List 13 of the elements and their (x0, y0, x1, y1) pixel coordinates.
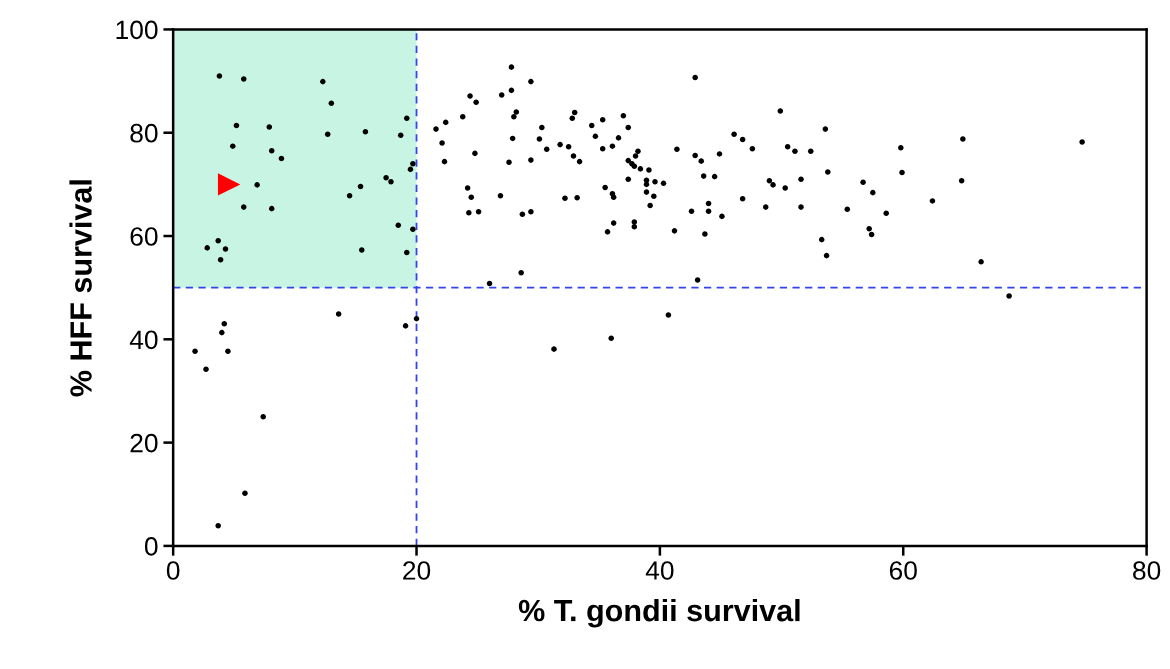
y-tick-label: 80 (130, 123, 158, 143)
y-tick-label: 40 (129, 330, 158, 350)
x-tick-label: 60 (889, 561, 917, 580)
x-tick-label: 80 (1133, 561, 1161, 580)
y-tick-label: 20 (130, 433, 158, 453)
y-tick-label: 0 (144, 537, 158, 556)
x-tick-label: 0 (166, 561, 180, 580)
y-axis-title: % HFF survival (69, 180, 92, 397)
y-tick-label: 60 (130, 227, 158, 246)
x-tick-label: 40 (645, 561, 674, 580)
x-axis-title: % T. gondii survival (518, 598, 800, 628)
x-tick-label: 20 (403, 561, 431, 580)
y-tick-label: 100 (116, 20, 158, 40)
